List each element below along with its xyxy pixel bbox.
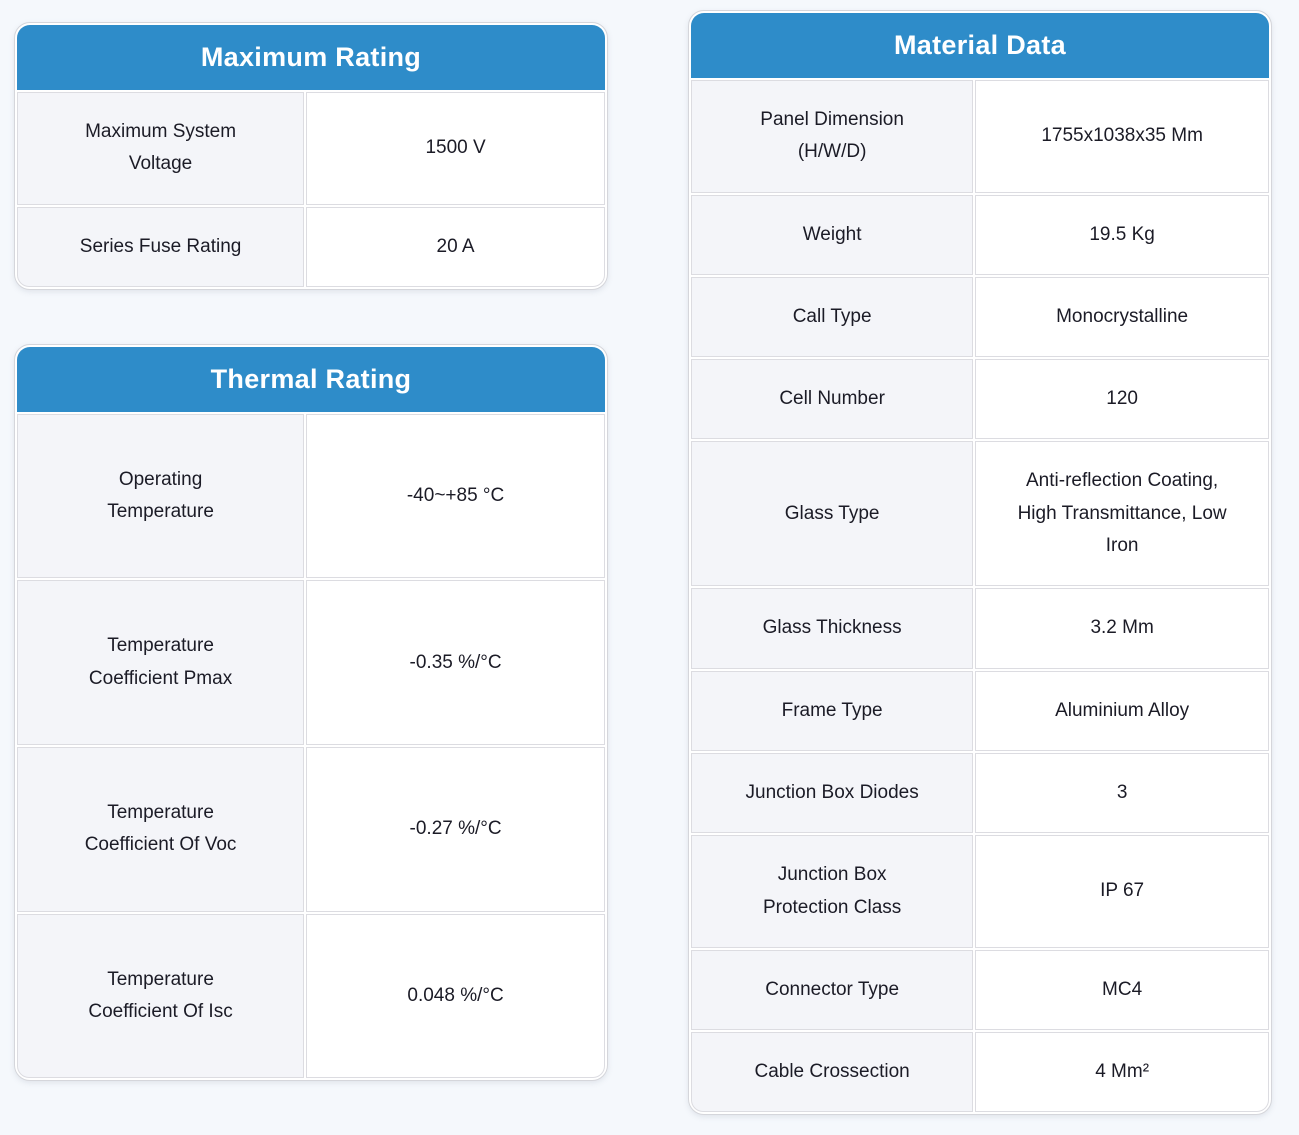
spec-value-cell: Anti-reflection Coating, High Transmitta… (975, 441, 1269, 587)
spec-value-cell: 0.048 %/°C (306, 913, 605, 1079)
left-column: Maximum Rating Maximum System Voltage 15… (14, 22, 608, 1082)
spec-value-cell: 120 (975, 359, 1269, 440)
right-column: Material Data Panel Dimension (H/W/D) 17… (688, 10, 1272, 1116)
spec-value-cell: -40~+85 °C (306, 413, 605, 579)
table-header-row: Thermal Rating (17, 346, 605, 412)
spec-row: Temperature Coefficient Of Isc 0.048 %/°… (17, 913, 605, 1079)
spec-table: Maximum Rating Maximum System Voltage 15… (15, 23, 607, 289)
table-title: Thermal Rating (17, 346, 605, 412)
spec-row: Panel Dimension (H/W/D) 1755x1038x35 Mm (691, 80, 1269, 193)
spec-label-cell: Temperature Coefficient Pmax (17, 580, 305, 746)
spec-value-cell: MC4 (975, 949, 1269, 1031)
spec-value-cell: 20 A (306, 206, 605, 287)
spec-label-cell: Call Type (691, 276, 974, 358)
spec-label-cell: Glass Type (691, 441, 974, 587)
spec-row: Cable Crossection 4 Mm² (691, 1032, 1269, 1113)
spec-row: Temperature Coefficient Of Voc -0.27 %/°… (17, 747, 605, 912)
spec-value-cell: -0.35 %/°C (306, 580, 605, 746)
spec-row: Cell Number 120 (691, 359, 1269, 440)
spec-label-cell: Frame Type (691, 670, 974, 751)
spec-value-cell: 19.5 Kg (975, 194, 1269, 275)
spec-value-cell: 4 Mm² (975, 1032, 1269, 1113)
spec-value-cell: 1755x1038x35 Mm (975, 80, 1269, 193)
spec-label-cell: Cell Number (691, 359, 974, 440)
table-title: Maximum Rating (17, 25, 605, 90)
table-title: Material Data (691, 13, 1269, 78)
table-header-row: Material Data (691, 13, 1269, 78)
spec-label-cell: Weight (691, 194, 974, 275)
spec-value-cell: IP 67 (975, 835, 1269, 948)
spec-label-cell: Glass Thickness (691, 588, 974, 669)
spec-label-cell: Cable Crossection (691, 1032, 974, 1113)
spec-row: Maximum System Voltage 1500 V (17, 92, 605, 205)
spec-value-cell: -0.27 %/°C (306, 747, 605, 912)
material-data-table: Material Data Panel Dimension (H/W/D) 17… (688, 10, 1272, 1116)
spec-label-cell: Temperature Coefficient Of Voc (17, 747, 305, 912)
spec-row: Weight 19.5 Kg (691, 194, 1269, 275)
spec-label-cell: Series Fuse Rating (17, 206, 305, 287)
spec-label-cell: Panel Dimension (H/W/D) (691, 80, 974, 193)
spec-value-cell: 3.2 Mm (975, 588, 1269, 669)
table-header-row: Maximum Rating (17, 25, 605, 90)
spec-row: Call Type Monocrystalline (691, 276, 1269, 358)
spec-value-cell: Aluminium Alloy (975, 670, 1269, 751)
spec-table: Thermal Rating Operating Temperature -40… (15, 345, 607, 1080)
spec-row: Connector Type MC4 (691, 949, 1269, 1031)
maximum-rating-table: Maximum Rating Maximum System Voltage 15… (14, 22, 608, 290)
spec-row: Glass Type Anti-reflection Coating, High… (691, 441, 1269, 587)
thermal-rating-table: Thermal Rating Operating Temperature -40… (14, 343, 608, 1082)
spec-label-cell: Temperature Coefficient Of Isc (17, 913, 305, 1079)
spec-row: Junction Box Protection Class IP 67 (691, 835, 1269, 948)
spec-label-cell: Maximum System Voltage (17, 92, 305, 205)
spec-value-cell: Monocrystalline (975, 276, 1269, 358)
spec-row: Glass Thickness 3.2 Mm (691, 588, 1269, 669)
spec-row: Operating Temperature -40~+85 °C (17, 413, 605, 579)
spec-value-cell: 1500 V (306, 92, 605, 205)
spec-label-cell: Connector Type (691, 949, 974, 1031)
spec-table: Material Data Panel Dimension (H/W/D) 17… (689, 11, 1271, 1114)
spec-row: Series Fuse Rating 20 A (17, 206, 605, 287)
spec-label-cell: Operating Temperature (17, 413, 305, 579)
spec-row: Temperature Coefficient Pmax -0.35 %/°C (17, 580, 605, 746)
spec-label-cell: Junction Box Protection Class (691, 835, 974, 948)
spec-row: Frame Type Aluminium Alloy (691, 670, 1269, 751)
spec-label-cell: Junction Box Diodes (691, 752, 974, 834)
spec-row: Junction Box Diodes 3 (691, 752, 1269, 834)
spec-value-cell: 3 (975, 752, 1269, 834)
